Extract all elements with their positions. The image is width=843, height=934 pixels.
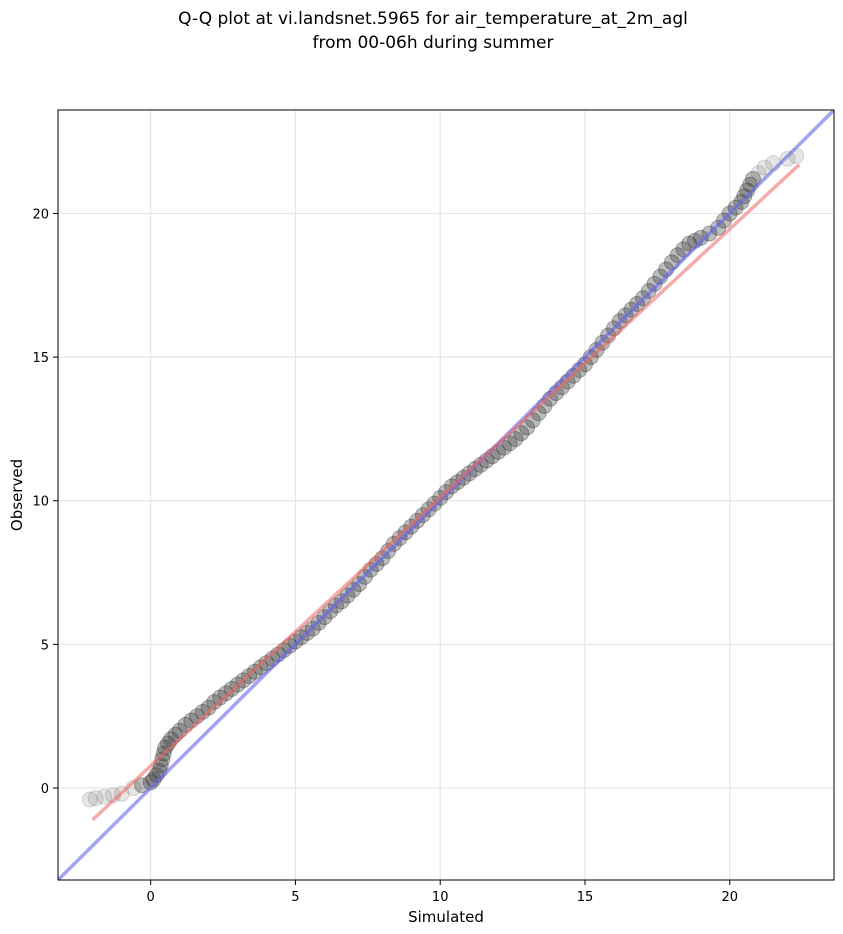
qq-point [507,430,524,447]
fit-line [91,163,801,821]
qq-point [154,751,171,768]
qq-point [133,777,150,794]
qq-point [466,461,483,478]
qq-point [391,530,408,547]
qq-point [87,790,104,807]
qq-point [675,241,692,258]
qq-point [681,235,698,252]
qq-point [744,170,761,187]
y-tick-label-2: 10 [32,495,49,510]
y-tick-label-0: 0 [41,782,49,797]
qq-point [217,685,234,702]
qq-point [519,419,536,436]
qq-point [640,283,657,300]
qq-point [646,275,663,292]
qq-point [779,150,796,167]
qq-point [513,425,530,442]
y-tick-label-4: 20 [32,207,49,222]
qq-point [345,581,362,598]
qq-point [594,334,611,351]
grid-layer [58,110,834,880]
y-tick-label-3: 15 [32,351,49,366]
qq-point [351,576,368,593]
y-ticks-layer: 0 5 10 15 20 [32,207,58,797]
identity-line [58,110,834,880]
qq-point [710,219,727,236]
qq-point [750,165,767,182]
chart-title-line-1: Q-Q plot at vi.landsnet.5965 for air_tem… [178,9,688,29]
qq-point [339,587,356,604]
x-tick-label-2: 10 [432,890,449,905]
qq-point [501,435,518,452]
qq-point [252,659,269,676]
y-tick-label-1: 5 [41,638,49,653]
plot-frame [57,109,835,881]
qq-point [736,188,753,205]
reference-lines-layer [58,110,834,880]
chart-title-line-2: from 00-06h during summer [313,33,554,53]
x-tick-label-1: 5 [291,890,299,905]
qq-point [81,791,98,808]
qq-point [96,788,113,805]
qq-point [212,689,229,706]
qq-point [692,229,709,246]
qq-point [333,593,350,610]
x-tick-label-3: 15 [577,890,594,905]
qq-point [756,159,773,176]
x-tick-label-4: 20 [721,890,738,905]
x-ticks-layer: 0 5 10 15 20 [147,880,738,905]
x-axis-label: Simulated [408,908,484,926]
qq-point [669,247,686,264]
y-axis-label: Observed [8,459,26,531]
x-tick-label-0: 0 [147,890,155,905]
qq-point [258,655,275,672]
qq-point [385,535,402,552]
